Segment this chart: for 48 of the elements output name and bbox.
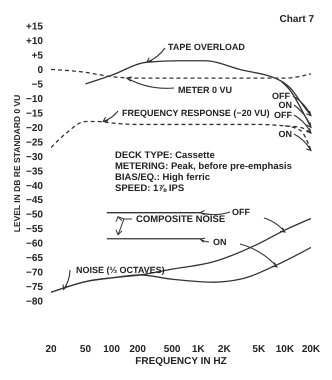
y-tick-label: −20 — [26, 122, 44, 134]
annotation: SPEED: 1⅞ IPS — [115, 183, 184, 194]
y-tick-label: −60 — [26, 238, 44, 250]
annotation: DECK TYPE: Cassette — [115, 150, 215, 161]
x-tick-label: 100 — [103, 344, 120, 356]
annotation: TAPE OVERLOAD — [168, 42, 246, 52]
y-tick-label: +15 — [26, 22, 44, 33]
x-tick-label: 20 — [45, 344, 57, 356]
y-tick-label: 0 — [37, 64, 44, 76]
x-tick-label: 500 — [164, 344, 181, 356]
x-tick-label: 200 — [129, 344, 146, 356]
chart-title: Chart 7 — [280, 14, 314, 25]
annotation: ON — [213, 237, 226, 247]
annotation: NOISE (⅓ OCTAVES) — [76, 265, 165, 275]
annotation: OFF — [274, 110, 292, 120]
annotation: OFF — [232, 207, 250, 217]
y-tick-label: −65 — [26, 253, 44, 264]
x-tick-label: 2K — [218, 344, 232, 356]
y-tick-label: −15 — [26, 108, 44, 120]
x-axis-title: FREQUENCY IN HZ — [135, 356, 227, 367]
x-tick-label: 50 — [80, 344, 92, 356]
x-tick-label: 10K — [276, 344, 295, 356]
y-tick-label: −35 — [26, 166, 44, 178]
y-axis-title: LEVEL IN DB RE STANDARD 0 VU — [12, 94, 22, 232]
annotation: BIAS/EQ.: High ferric — [115, 172, 210, 183]
x-tick-label: 5K — [252, 344, 266, 356]
y-tick-label: +10 — [26, 36, 44, 48]
y-tick-label: −5 — [32, 79, 44, 90]
x-tick-label: 1K — [192, 344, 206, 356]
annotation: FREQUENCY RESPONSE (−20 VU) — [122, 108, 270, 118]
y-tick-label: −75 — [26, 282, 44, 294]
annotation: METER 0 VU — [178, 85, 232, 95]
annotation: METERING: Peak, before pre-emphasis — [115, 161, 292, 172]
annotation: OFF — [272, 91, 290, 101]
y-tick-label: −80 — [26, 296, 44, 308]
y-tick-label: −50 — [26, 210, 44, 221]
y-tick-label: −70 — [26, 268, 44, 279]
y-tick-label: −30 — [26, 152, 44, 163]
y-tick-label: −40 — [26, 180, 44, 192]
annotation: ON — [278, 100, 292, 110]
y-tick-label: −55 — [26, 224, 44, 236]
annotation: ON — [278, 129, 292, 139]
annotation: COMPOSITE NOISE — [136, 214, 226, 225]
x-tick-label: 20K — [302, 344, 321, 356]
y-tick-label: −45 — [26, 195, 44, 206]
y-tick-label: −25 — [26, 137, 44, 148]
y-tick-label: +5 — [32, 50, 44, 62]
y-tick-label: −10 — [26, 94, 44, 105]
